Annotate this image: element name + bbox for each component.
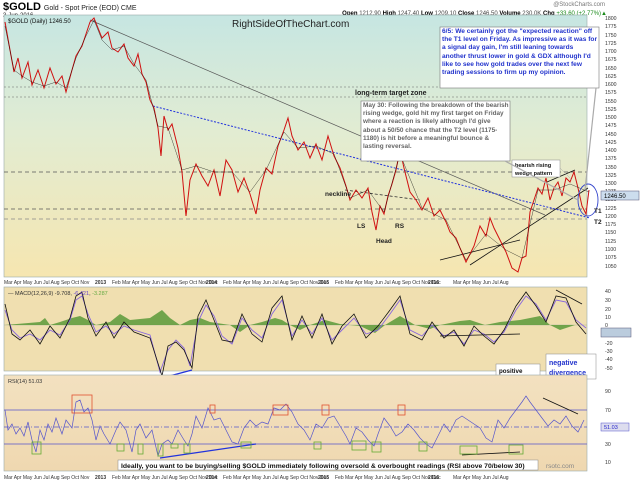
svg-text:1425: 1425 [605,140,617,146]
price-y-axis: 1800 1775 1750 1725 1700 1675 1650 1625 1600 1575… [605,16,617,270]
svg-text:-40: -40 [605,357,613,363]
svg-text:Feb Mar Apr May Jun Jul Au: Feb Mar Apr May Jun Jul Aug Sep Oct Nov … [112,475,218,481]
svg-text:1700: 1700 [605,49,617,55]
positive-divergence-label-1: positive [499,368,523,375]
svg-text:1575: 1575 [605,90,617,96]
rs-label: RS [395,223,405,230]
svg-text:1450: 1450 [605,132,617,138]
svg-text:1175: 1175 [605,222,616,228]
svg-text:1225: 1225 [605,206,617,212]
svg-text:2014: 2014 [206,280,217,286]
svg-text:Mar Apr May Jun Jul Aug Sep: Mar Apr May Jun Jul Aug Sep Oct Nov [4,280,90,286]
svg-text:10: 10 [605,460,611,466]
svg-text:1350: 1350 [605,165,617,171]
rsi-footer-note: Ideally, you want to be buying/selling $… [121,463,525,470]
ls-label: LS [357,223,366,230]
overbought-markers [71,394,406,416]
svg-text:Mar Apr May Jun Jul Aug: Mar Apr May Jun Jul Aug [453,280,509,286]
svg-text:2016: 2016 [428,280,439,286]
symbol: $GOLD [3,1,41,13]
last-price-tag: 1246.50 [604,194,626,200]
callout-gray-text: May 30: Following the breakdown of the b… [363,102,509,151]
svg-text:0: 0 [605,323,608,329]
svg-text:1625: 1625 [605,74,617,80]
rsi-panel: RSI(14) 51.03 90 70 30 10 51.03 Ideally, yo… [3,374,630,472]
svg-text:1525: 1525 [605,107,617,113]
svg-text:Mar Apr May Jun Jul Aug: Mar Apr May Jun Jul Aug [453,475,509,481]
svg-text:1075: 1075 [605,255,617,261]
svg-text:1400: 1400 [605,148,617,154]
svg-text:1550: 1550 [605,99,617,105]
svg-text:1725: 1725 [605,41,617,47]
svg-text:1800: 1800 [605,16,617,22]
svg-text:1600: 1600 [605,82,617,88]
svg-text:1300: 1300 [605,181,617,187]
svg-text:2016: 2016 [428,475,439,481]
svg-text:-20: -20 [605,341,613,347]
chart-title: $GOLD Gold - Spot Price (EOD) CME [3,1,136,13]
svg-text:1200: 1200 [605,214,617,220]
svg-text:Mar Apr May Jun Jul Aug Sep: Mar Apr May Jun Jul Aug Sep Oct Nov [4,475,90,481]
svg-text:30: 30 [605,298,611,304]
provider-credit: @StockCharts.com [553,2,605,8]
callout-blue-text: 6/5: We certainly got the "expected reac… [442,28,598,77]
svg-text:2013: 2013 [95,280,106,286]
negative-divergence-label-1: negative [549,360,578,367]
svg-text:Feb Mar Apr May Jun Jul Au: Feb Mar Apr May Jun Jul Aug Sep Oct Nov … [223,475,329,481]
svg-text:70: 70 [605,408,611,414]
symbol-description: Gold - Spot Price (EOD) CME [43,5,137,12]
wedge-label-1: bearish rising [515,163,551,169]
rsi-legend: RSI(14) 51.03 [8,379,42,385]
svg-text:1475: 1475 [605,123,617,129]
svg-text:2015: 2015 [318,475,329,481]
svg-text:1150: 1150 [605,230,616,236]
neckline-label: neckline [325,191,351,198]
svg-text:2013: 2013 [95,475,106,481]
svg-text:1050: 1050 [605,264,617,270]
svg-text:10: 10 [605,315,611,321]
svg-text:1100: 1100 [605,247,616,253]
watermark: RightSideOfTheChart.com [232,19,349,30]
svg-text:90: 90 [605,389,611,395]
t1-label: T1 [594,208,602,215]
svg-text:-30: -30 [605,349,613,355]
rsi-watermark: rsotc.com [546,463,574,470]
callout-blue [439,26,600,191]
svg-text:1675: 1675 [605,57,617,63]
t2-label: T2 [594,219,602,226]
svg-text:1775: 1775 [605,24,617,30]
svg-text:1750: 1750 [605,33,617,39]
svg-text:40: 40 [605,289,611,295]
svg-text:2014: 2014 [206,475,217,481]
svg-text:Feb Mar Apr May Jun Jul Au: Feb Mar Apr May Jun Jul Aug Sep Oct Nov … [223,280,329,286]
macd-legend: — MACD(12,26,9) -9.708, -6.421, -3.287 [8,291,108,297]
ohlc-summary: Open 1212.90 High 1247.40 Low 1209.10 Cl… [342,11,607,17]
long-term-target-label: long-term target zone [355,90,427,97]
wedge-label-2: wedge pattern [514,171,553,177]
rsi-value-tag: 51.03 [604,425,618,431]
svg-text:30: 30 [605,442,611,448]
svg-text:2015: 2015 [318,280,329,286]
svg-text:1125: 1125 [605,239,616,245]
svg-text:1325: 1325 [605,173,617,179]
macd-panel: — MACD(12,26,9) -9.708, -6.421, -3.287 4… [3,286,632,379]
svg-text:-50: -50 [605,366,613,372]
oversold-markers [31,440,524,457]
svg-text:Feb Mar Apr May Jun Jul Au: Feb Mar Apr May Jun Jul Aug Sep Oct Nov … [335,475,441,481]
svg-text:1500: 1500 [605,115,617,121]
svg-text:1375: 1375 [605,156,617,162]
price-legend: $GOLD (Daily) 1246.50 [8,19,71,25]
x-axis-top: Mar Apr May Jun Jul Aug Sep Oct Nov 2013… [4,280,509,286]
svg-text:1650: 1650 [605,66,617,72]
x-axis-bottom: Mar Apr May Jun Jul Aug Sep Oct Nov 2013… [4,475,509,481]
negative-divergence-label-2: divergence [549,370,586,377]
svg-text:Feb Mar Apr May Jun Jul Au: Feb Mar Apr May Jun Jul Aug Sep Oct Nov … [335,280,441,286]
svg-text:Feb Mar Apr May Jun Jul Au: Feb Mar Apr May Jun Jul Aug Sep Oct Nov … [112,280,218,286]
rsi-y-axis: 90 70 30 10 [605,389,611,466]
svg-text:20: 20 [605,307,611,313]
head-label: Head [376,238,392,245]
callout-gray [360,100,579,201]
